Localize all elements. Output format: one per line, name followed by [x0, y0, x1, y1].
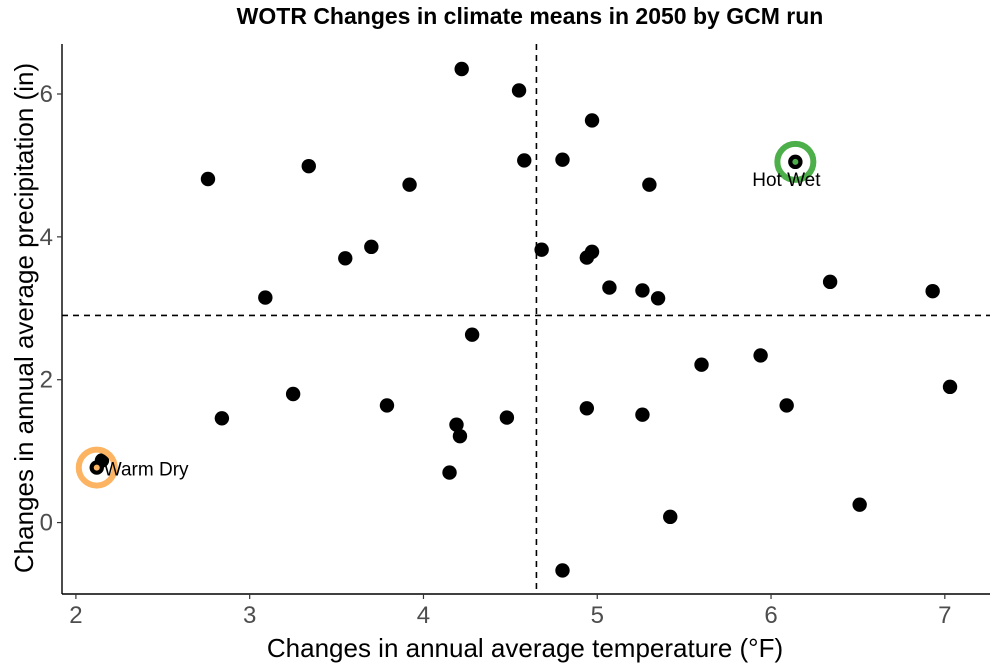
data-point — [602, 280, 617, 295]
highlight-center-dot — [93, 464, 100, 471]
data-point — [753, 348, 768, 363]
highlight-label: Warm Dry — [104, 460, 189, 481]
data-point — [925, 283, 940, 299]
data-point — [822, 274, 838, 290]
data-point — [402, 177, 417, 192]
reference-lines — [62, 44, 990, 594]
data-point — [635, 283, 650, 298]
y-tick-label: 0 — [40, 510, 53, 537]
data-point — [642, 177, 657, 192]
data-point — [779, 398, 794, 413]
x-tick-label: 4 — [417, 602, 430, 629]
y-axis-ticks: 0 2 4 6 — [40, 81, 62, 537]
data-point — [579, 401, 595, 416]
data-point — [584, 113, 600, 128]
data-point — [555, 563, 570, 578]
x-tick-label: 3 — [243, 602, 256, 629]
data-point — [464, 327, 480, 342]
data-point — [452, 428, 468, 444]
data-point — [442, 465, 457, 480]
data-point — [301, 158, 316, 174]
y-tick-label: 2 — [40, 367, 53, 394]
data-point — [338, 251, 353, 266]
highlight-ring — [75, 446, 118, 489]
data-point — [534, 242, 549, 257]
data-point — [214, 411, 230, 426]
data-point — [852, 497, 867, 512]
y-axis-label: Changes in annual average precipitation … — [9, 63, 39, 573]
data-point — [258, 290, 273, 305]
x-tick-label: 6 — [764, 602, 777, 629]
data-point — [499, 410, 515, 425]
data-point — [579, 250, 595, 265]
data-point — [200, 171, 216, 187]
x-axis-label: Changes in annual average temperature (°… — [267, 633, 783, 663]
chart-title: WOTR Changes in climate means in 2050 by… — [237, 3, 824, 29]
x-tick-label: 5 — [591, 602, 604, 629]
highlighted-points: Hot Wet Warm Dry — [75, 140, 821, 489]
y-tick-label: 6 — [40, 81, 53, 108]
x-axis-ticks: 2 3 4 5 6 7 — [69, 594, 951, 629]
data-point — [511, 83, 527, 98]
data-point — [942, 379, 958, 395]
highlight-ring — [774, 140, 817, 183]
data-point — [650, 291, 666, 306]
highlight-center-dot — [792, 158, 799, 165]
data-point — [555, 152, 570, 167]
highlight-label: Hot Wet — [752, 170, 821, 191]
data-point — [449, 417, 464, 432]
data-point — [694, 357, 709, 372]
data-point — [635, 407, 650, 422]
data-point — [364, 239, 379, 255]
y-tick-label: 4 — [40, 224, 53, 251]
data-point — [517, 153, 532, 168]
data-point — [663, 509, 678, 525]
x-tick-label: 2 — [69, 602, 82, 629]
x-tick-label: 7 — [938, 602, 951, 629]
data-point — [379, 398, 395, 413]
data-point — [454, 61, 469, 77]
axes — [61, 44, 990, 595]
data-point — [285, 386, 301, 402]
data-points — [89, 61, 958, 578]
